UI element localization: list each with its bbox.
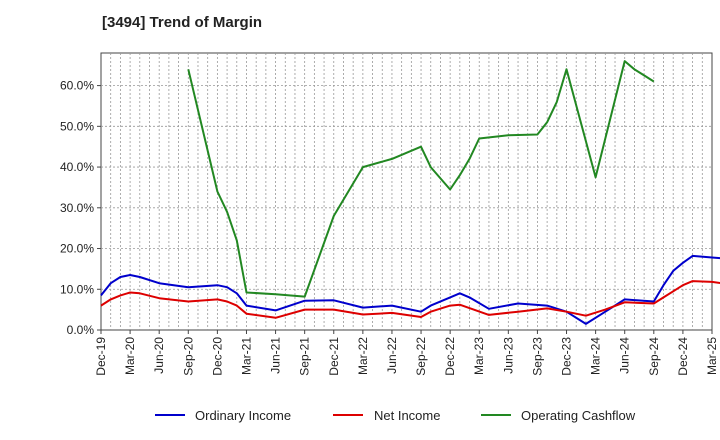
x-tick-label: Mar-24: [589, 337, 603, 375]
chart-title: [3494] Trend of Margin: [102, 14, 263, 31]
x-tick-label: Sep-22: [414, 337, 428, 376]
series-lines: [100, 60, 720, 325]
x-tick-label: Sep-24: [647, 337, 661, 376]
y-tick-label: 50.0%: [60, 119, 94, 133]
x-tick-label: Dec-22: [443, 337, 457, 376]
x-tick-label: Dec-19: [94, 337, 108, 376]
x-tick-label: Jun-21: [269, 337, 283, 374]
y-tick-label: 10.0%: [60, 282, 94, 296]
x-tick-label: Mar-22: [356, 337, 370, 375]
x-tick-label: Dec-21: [327, 337, 341, 376]
grid-lines: [101, 53, 712, 330]
x-tick-label: Mar-20: [123, 337, 137, 375]
x-tick-label: Jun-20: [152, 337, 166, 374]
x-tick-label: Dec-20: [210, 337, 224, 376]
x-tick-label: Mar-25: [705, 337, 719, 375]
legend-label: Ordinary Income: [195, 408, 291, 423]
y-tick-label: 30.0%: [60, 201, 94, 215]
x-tick-label: Jun-24: [618, 337, 632, 374]
legend-label: Operating Cashflow: [521, 408, 636, 423]
x-axis: Dec-19 Mar-20 Jun-20 Sep-20 Dec-20 Mar-21 Jun-…: [94, 330, 719, 376]
series-line-operating-cashflow: [187, 60, 655, 298]
plot-area: [100, 52, 713, 331]
legend: Ordinary Income Net Income Operating Cashf…: [155, 408, 636, 423]
series-line-net-income: [100, 280, 720, 319]
y-tick-label: 60.0%: [60, 79, 94, 93]
x-tick-label: Sep-20: [181, 337, 195, 376]
y-tick-label: 0.0%: [67, 323, 95, 337]
legend-label: Net Income: [374, 408, 440, 423]
x-tick-label: Jun-23: [501, 337, 515, 374]
x-tick-label: Dec-24: [676, 337, 690, 376]
series-line-ordinary-income: [100, 254, 720, 325]
x-tick-label: Mar-21: [239, 337, 253, 375]
x-tick-label: Dec-23: [560, 337, 574, 376]
y-tick-label: 40.0%: [60, 160, 94, 174]
y-tick-label: 20.0%: [60, 242, 94, 256]
x-tick-label: Mar-23: [472, 337, 486, 375]
y-axis: 0.0% 10.0% 20.0% 30.0% 40.0% 50.0% 60.0%: [60, 79, 101, 337]
x-tick-label: Sep-23: [530, 337, 544, 376]
x-tick-label: Sep-21: [298, 337, 312, 376]
x-tick-label: Jun-22: [385, 337, 399, 374]
